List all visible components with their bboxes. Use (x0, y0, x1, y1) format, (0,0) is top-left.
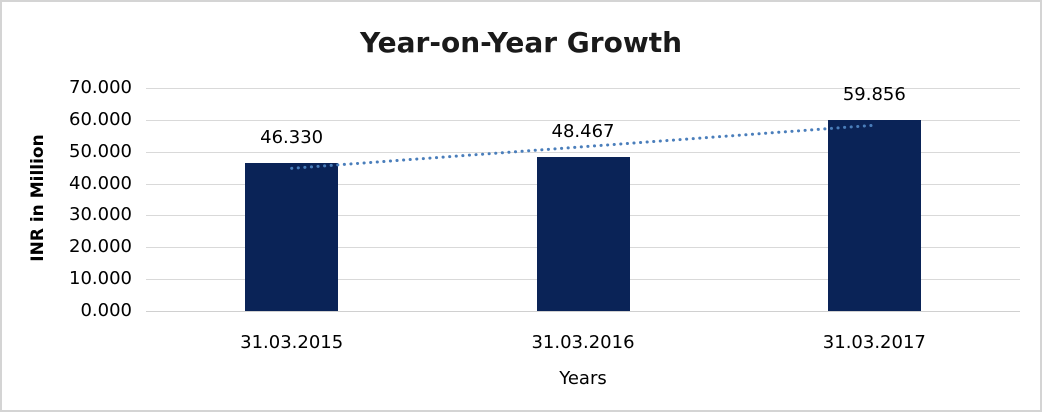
bar-value-label: 46.330 (260, 127, 324, 149)
bar-value-label: 48.467 (551, 120, 615, 142)
gridline (146, 88, 1020, 89)
y-tick-label: 20.000 (69, 236, 132, 258)
gridline (146, 151, 1020, 153)
x-tick-label: 31.03.2017 (822, 332, 926, 353)
y-tick-label: 30.000 (69, 204, 132, 226)
x-tick-label: 31.03.2016 (531, 332, 635, 353)
x-axis-title: Years (559, 368, 607, 389)
bar-value-label: 59.856 (842, 84, 906, 106)
y-tick-label: 50.000 (69, 140, 132, 162)
bar (536, 156, 630, 311)
bar (245, 163, 339, 311)
x-axis-line (146, 311, 1020, 312)
y-tick-label: 60.000 (69, 108, 132, 130)
y-tick-label: 40.000 (69, 172, 132, 194)
y-tick-label: 70.000 (69, 77, 132, 98)
plot-area (146, 88, 1020, 312)
y-tick-label: 10.000 (69, 268, 132, 290)
bar (827, 120, 921, 311)
gridline (146, 119, 1020, 121)
chart-title: Year-on-Year Growth (359, 26, 683, 59)
x-tick-label: 31.03.2015 (240, 332, 344, 353)
y-tick-label: 0.000 (80, 300, 132, 321)
